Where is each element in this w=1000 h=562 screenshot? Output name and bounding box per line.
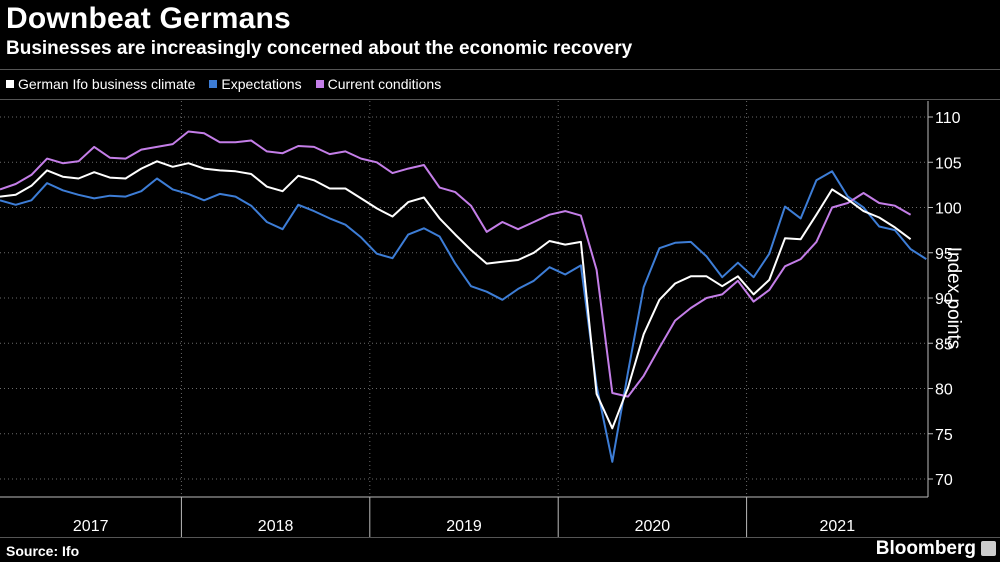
y-tick-label: 100 [935, 201, 962, 218]
legend-item-expectations: Expectations [209, 76, 302, 92]
footer-divider [0, 537, 1000, 538]
y-tick-label: 95 [935, 246, 953, 263]
x-tick-label: 2020 [635, 518, 671, 535]
source-note: Source: Ifo [6, 543, 80, 559]
y-tick-label: 85 [935, 336, 953, 353]
x-tick-label: 2019 [446, 518, 482, 535]
series-line-expectations [0, 170, 927, 463]
y-tick-label: 105 [935, 155, 962, 172]
legend-label-expectations: Expectations [221, 76, 302, 92]
chart-legend: German Ifo business climate Expectations… [6, 76, 441, 92]
chart-title: Downbeat Germans [6, 2, 291, 35]
legend-label-current: Current conditions [327, 76, 442, 92]
y-axis-title: Index points [943, 247, 964, 349]
x-tick-label: 2018 [258, 518, 294, 535]
chart-subtitle: Businesses are increasingly concerned ab… [6, 38, 633, 59]
x-tick-label: 2021 [820, 518, 856, 535]
legend-label-climate: German Ifo business climate [18, 76, 196, 92]
series-line-climate [0, 160, 912, 430]
y-tick-label: 80 [935, 382, 953, 399]
y-tick-label: 70 [935, 472, 953, 489]
y-tick-label: 110 [935, 110, 961, 127]
legend-swatch-current [315, 80, 324, 88]
y-tick-label: 90 [935, 291, 953, 308]
x-tick-label: 2017 [73, 518, 109, 535]
legend-item-climate: German Ifo business climate [6, 76, 195, 92]
legend-swatch-expectations [209, 80, 218, 88]
legend-swatch-climate [6, 80, 14, 88]
legend-item-current: Current conditions [315, 76, 442, 92]
y-tick-label: 75 [935, 427, 953, 444]
bloomberg-chart-icon [981, 541, 996, 556]
header-divider [0, 69, 1000, 70]
series-line-current [0, 130, 912, 398]
brand-logo: Bloomberg [875, 538, 976, 559]
legend-divider [0, 99, 1000, 100]
